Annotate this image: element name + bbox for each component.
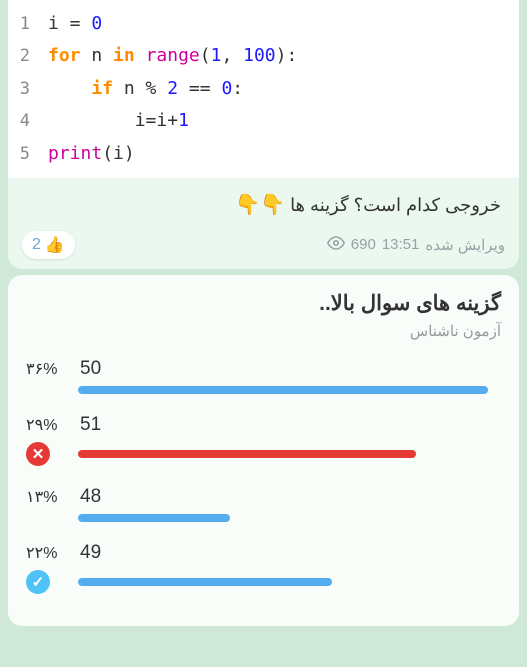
line-number: 2: [8, 41, 48, 72]
poll-option[interactable]: ۲۲% 49 ✓: [26, 542, 501, 594]
correct-icon: ✓: [26, 570, 50, 594]
thumbs-up-icon: 👍: [45, 235, 65, 255]
poll-option-label: 50: [80, 358, 101, 380]
code-line: 1i = 0: [8, 8, 519, 40]
point-down-emoji: 👇👇: [235, 192, 285, 217]
code-line: 5print(i): [8, 138, 519, 170]
poll-bar-fill: [78, 450, 416, 458]
poll-icon-cell: ✓: [26, 570, 70, 594]
poll-bar-track: [78, 514, 501, 522]
reaction-count: 2: [32, 236, 41, 254]
message-meta-row: ویرایش شده 13:51 690 👍 2: [8, 225, 519, 269]
code-message-bubble: 1i = 02for n in range(1, 100):3 if n % 2…: [8, 0, 519, 269]
poll-percent: ۲۹%: [26, 415, 70, 435]
poll-bar-fill: [78, 578, 332, 586]
code-block: 1i = 02for n in range(1, 100):3 if n % 2…: [8, 0, 519, 178]
code-text: i = 0: [48, 8, 102, 40]
edited-label: ویرایش شده: [425, 236, 505, 254]
time-label: 13:51: [382, 236, 420, 253]
code-text: for n in range(1, 100):: [48, 40, 297, 72]
poll-bar-track: [78, 386, 501, 394]
poll-option[interactable]: ۱۳% 48: [26, 486, 501, 522]
eye-icon: [327, 234, 345, 256]
code-text: if n % 2 == 0:: [48, 73, 243, 105]
poll-option[interactable]: ۳۶% 50: [26, 358, 501, 394]
views-count: 690: [351, 236, 376, 253]
line-number: 3: [8, 74, 48, 105]
line-number: 4: [8, 106, 48, 137]
poll-bubble: گزینه های سوال بالا.. آزمون ناشناس ۳۶% 50…: [8, 275, 519, 626]
code-text: i=i+1: [48, 105, 189, 137]
poll-options-container: ۳۶% 50 ۲۹% 51 ✕ ۱۳% 48 ۲۲% 49 ✓: [26, 358, 501, 594]
poll-bar-track: [78, 578, 501, 586]
code-text: print(i): [48, 138, 135, 170]
question-label: خروجی کدام است؟ گزینه ها: [290, 195, 501, 215]
poll-subtitle: آزمون ناشناس: [26, 322, 501, 340]
code-line: 4 i=i+1: [8, 105, 519, 137]
poll-percent: ۳۶%: [26, 359, 70, 379]
reaction-button[interactable]: 👍 2: [22, 231, 75, 259]
poll-title: گزینه های سوال بالا..: [26, 291, 501, 316]
poll-bar-fill: [78, 514, 230, 522]
question-text: خروجی کدام است؟ گزینه ها 👇👇: [8, 178, 519, 225]
poll-icon-cell: ✕: [26, 442, 70, 466]
poll-option-label: 48: [80, 486, 101, 508]
poll-option-label: 51: [80, 414, 101, 436]
wrong-icon: ✕: [26, 442, 50, 466]
code-line: 2for n in range(1, 100):: [8, 40, 519, 72]
poll-bar-track: [78, 450, 501, 458]
poll-option-label: 49: [80, 542, 101, 564]
poll-bar-fill: [78, 386, 488, 394]
line-number: 1: [8, 9, 48, 40]
poll-percent: ۲۲%: [26, 543, 70, 563]
code-line: 3 if n % 2 == 0:: [8, 73, 519, 105]
line-number: 5: [8, 139, 48, 170]
poll-percent: ۱۳%: [26, 487, 70, 507]
meta-text: ویرایش شده 13:51 690: [327, 234, 505, 256]
poll-option[interactable]: ۲۹% 51 ✕: [26, 414, 501, 466]
